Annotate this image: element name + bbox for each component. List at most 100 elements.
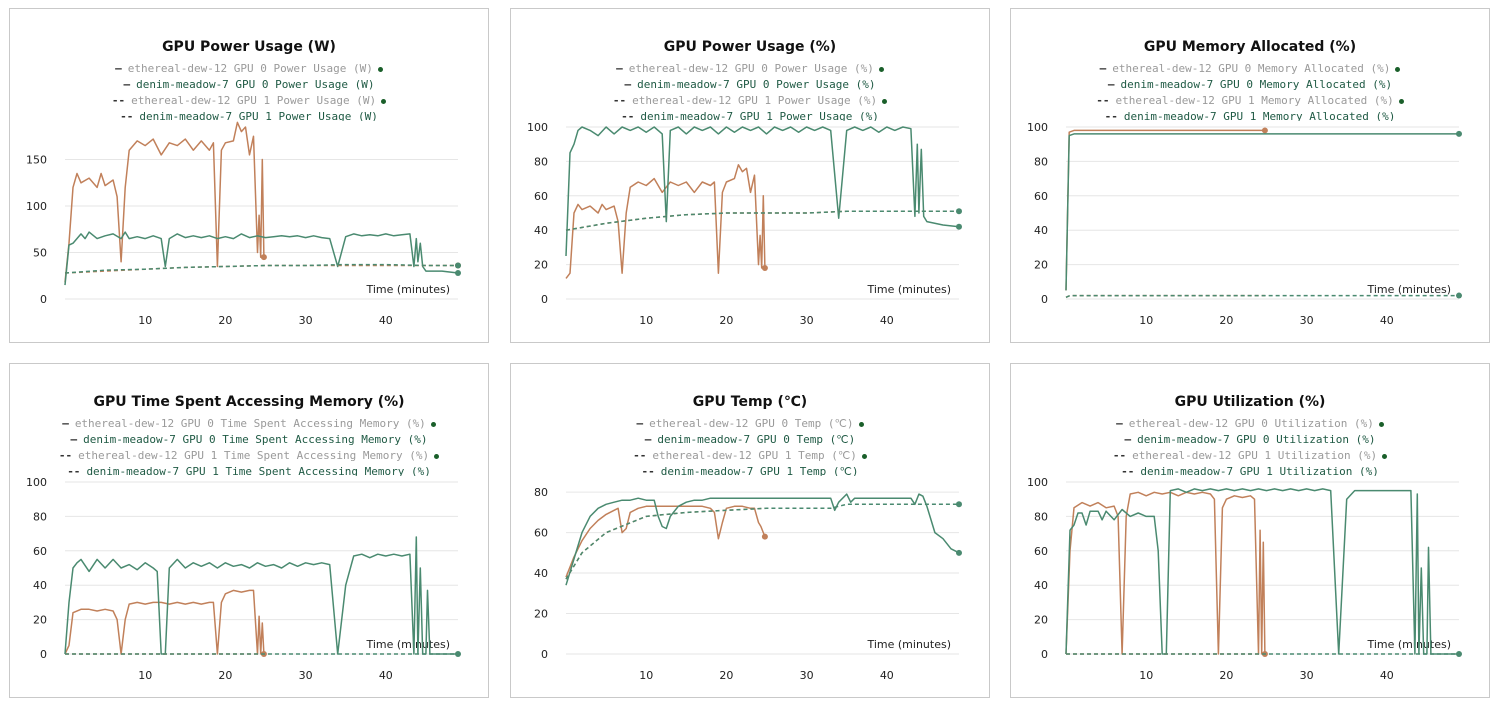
legend-label: denim-meadow-7 GPU 0 Power Usage (W) bbox=[136, 78, 375, 91]
x-axis-label: Time (minutes) bbox=[1366, 638, 1451, 651]
series-end-point bbox=[1456, 292, 1462, 299]
series-line bbox=[64, 121, 265, 283]
legend-dot-icon bbox=[381, 98, 387, 104]
legend-item[interactable]: -- ethereal-dew-12 GPU 1 Memory Allocated… bbox=[1011, 93, 1489, 109]
legend-item[interactable]: -- denim-meadow-7 GPU 1 Memory Allocated … bbox=[1011, 109, 1489, 121]
legend-dot-icon bbox=[1378, 421, 1384, 427]
series-line bbox=[64, 263, 458, 274]
legend-item[interactable]: -- denim-meadow-7 GPU 1 Power Usage (W) bbox=[10, 109, 488, 121]
series-line bbox=[1065, 129, 1265, 291]
legend-item[interactable]: — ethereal-dew-12 GPU 0 Power Usage (%) bbox=[511, 61, 989, 77]
legend-item[interactable]: -- ethereal-dew-12 GPU 1 Utilization (%) bbox=[1011, 448, 1489, 464]
legend-label: denim-meadow-7 GPU 0 Temp (℃) bbox=[657, 433, 856, 446]
chart-plot[interactable]: 0 20 40 60 80 100 10 20 30 40 Time (minutes) bbox=[10, 364, 489, 698]
legend-item[interactable]: — ethereal-dew-12 GPU 0 Time Spent Access… bbox=[10, 416, 488, 432]
legend-label: denim-meadow-7 GPU 1 Time Spent Accessin… bbox=[86, 465, 431, 476]
legend-label: ethereal-dew-12 GPU 0 Power Usage (W) bbox=[127, 62, 373, 75]
x-tick-label: 20 bbox=[1219, 314, 1233, 327]
x-axis-label: Time (minutes) bbox=[365, 638, 450, 651]
x-tick-label: 30 bbox=[1300, 669, 1314, 682]
chart-plot[interactable]: 0 20 40 60 80 100 10 20 30 40 Time (minutes) bbox=[511, 9, 990, 343]
legend-label: denim-meadow-7 GPU 0 Power Usage (%) bbox=[637, 78, 876, 91]
legend-item[interactable]: — denim-meadow-7 GPU 0 Memory Allocated (… bbox=[1011, 77, 1489, 93]
y-tick-label: 80 bbox=[534, 486, 548, 499]
y-tick-label: 40 bbox=[534, 567, 548, 580]
legend-item[interactable]: — ethereal-dew-12 GPU 0 Temp (℃) bbox=[511, 416, 989, 432]
legend-item[interactable]: -- denim-meadow-7 GPU 1 Utilization (%) bbox=[1011, 464, 1489, 476]
chart-panel-memory-access: GPU Time Spent Accessing Memory (%) — eth… bbox=[9, 363, 489, 698]
legend-label: denim-meadow-7 GPU 1 Power Usage (%) bbox=[640, 110, 879, 121]
legend-item[interactable]: -- ethereal-dew-12 GPU 1 Power Usage (W) bbox=[10, 93, 488, 109]
legend-item[interactable]: — denim-meadow-7 GPU 0 Power Usage (W) bbox=[10, 77, 488, 93]
y-tick-label: 0 bbox=[40, 293, 47, 306]
chart-title: GPU Temp (℃) bbox=[692, 394, 808, 410]
y-tick-label: 0 bbox=[1041, 648, 1048, 661]
series-line bbox=[565, 503, 959, 580]
legend-swatch: -- bbox=[67, 465, 81, 476]
x-tick-label: 40 bbox=[1380, 314, 1394, 327]
y-tick-label: 100 bbox=[26, 200, 47, 213]
legend-item[interactable]: — denim-meadow-7 GPU 0 Utilization (%) bbox=[1011, 432, 1489, 448]
y-tick-label: 20 bbox=[1034, 614, 1048, 627]
chart-legend: — ethereal-dew-12 GPU 0 Temp (℃) — denim-m… bbox=[511, 416, 989, 476]
legend-item[interactable]: -- ethereal-dew-12 GPU 1 Time Spent Acces… bbox=[10, 448, 488, 464]
legend-item[interactable]: -- ethereal-dew-12 GPU 1 Power Usage (%) bbox=[511, 93, 989, 109]
legend-label: denim-meadow-7 GPU 1 Power Usage (W) bbox=[139, 110, 378, 121]
y-tick-label: 0 bbox=[541, 293, 548, 306]
chart-panel-power-watts: GPU Power Usage (W) — ethereal-dew-12 GPU… bbox=[9, 8, 489, 343]
legend-item[interactable]: -- denim-meadow-7 GPU 1 Power Usage (%) bbox=[511, 109, 989, 121]
chart-panel-memory-allocated: GPU Memory Allocated (%) — ethereal-dew-1… bbox=[1010, 8, 1490, 343]
legend-label: denim-meadow-7 GPU 0 Time Spent Accessin… bbox=[83, 433, 428, 446]
y-tick-label: 60 bbox=[33, 545, 47, 558]
x-tick-label: 40 bbox=[379, 314, 393, 327]
legend-item[interactable]: — ethereal-dew-12 GPU 0 Power Usage (W) bbox=[10, 61, 488, 77]
legend-item[interactable]: — denim-meadow-7 GPU 0 Power Usage (%) bbox=[511, 77, 989, 93]
legend-swatch: — bbox=[624, 78, 632, 91]
legend-item[interactable]: — denim-meadow-7 GPU 0 Temp (℃) bbox=[511, 432, 989, 448]
chart-title: GPU Memory Allocated (%) bbox=[1143, 39, 1357, 55]
series-end-point bbox=[956, 549, 962, 556]
x-tick-label: 30 bbox=[800, 669, 814, 682]
y-tick-label: 40 bbox=[1034, 224, 1048, 237]
series-end-point bbox=[956, 501, 962, 508]
x-tick-label: 40 bbox=[379, 669, 393, 682]
legend-item[interactable]: — ethereal-dew-12 GPU 0 Utilization (%) bbox=[1011, 416, 1489, 432]
series-line bbox=[64, 536, 458, 655]
legend-item[interactable]: -- ethereal-dew-12 GPU 1 Temp (℃) bbox=[511, 448, 989, 464]
series-line bbox=[565, 505, 766, 578]
chart-panel-temp: GPU Temp (℃) — ethereal-dew-12 GPU 0 Temp… bbox=[510, 363, 990, 698]
legend-swatch: — bbox=[62, 417, 69, 430]
legend-dot-icon bbox=[882, 98, 888, 104]
legend-label: denim-meadow-7 GPU 1 Memory Allocated (%… bbox=[1123, 110, 1396, 121]
chart-plot[interactable]: 0 20 40 60 80 10 20 30 40 Time (minutes) bbox=[511, 364, 990, 698]
legend-dot-icon bbox=[1382, 453, 1388, 459]
legend-swatch: -- bbox=[621, 110, 635, 121]
chart-legend: — ethereal-dew-12 GPU 0 Time Spent Access… bbox=[10, 416, 488, 476]
legend-item[interactable]: -- denim-meadow-7 GPU 1 Temp (℃) bbox=[511, 464, 989, 476]
chart-title: GPU Power Usage (W) bbox=[162, 39, 336, 55]
chart-plot[interactable]: 0 20 40 60 80 100 10 20 30 40 Time (minutes) bbox=[1011, 9, 1490, 343]
series-end-point bbox=[260, 254, 267, 261]
legend-dot-icon bbox=[1398, 98, 1404, 104]
chart-plot[interactable]: 0 50 100 150 10 20 30 40 Time (minutes) bbox=[10, 9, 489, 343]
chart-plot[interactable]: 0 20 40 60 80 100 10 20 30 40 Time (minutes) bbox=[1011, 364, 1490, 698]
legend-swatch: -- bbox=[1112, 449, 1127, 462]
x-tick-label: 10 bbox=[1139, 314, 1153, 327]
legend-label: denim-meadow-7 GPU 0 Utilization (%) bbox=[1137, 433, 1376, 446]
x-tick-label: 20 bbox=[218, 669, 232, 682]
legend-swatch: — bbox=[1116, 417, 1123, 430]
series-line bbox=[64, 231, 459, 286]
x-tick-label: 10 bbox=[138, 314, 152, 327]
y-tick-label: 20 bbox=[33, 614, 47, 627]
legend-item[interactable]: — denim-meadow-7 GPU 0 Time Spent Accessi… bbox=[10, 432, 488, 448]
legend-swatch: — bbox=[1107, 78, 1115, 91]
legend-label: ethereal-dew-12 GPU 0 Utilization (%) bbox=[1128, 417, 1374, 430]
chart-legend: — ethereal-dew-12 GPU 0 Power Usage (%) —… bbox=[511, 61, 989, 121]
legend-label: denim-meadow-7 GPU 0 Memory Allocated (%… bbox=[1120, 78, 1393, 91]
x-tick-label: 10 bbox=[639, 314, 653, 327]
legend-item[interactable]: -- denim-meadow-7 GPU 1 Time Spent Access… bbox=[10, 464, 488, 476]
y-tick-label: 60 bbox=[1034, 190, 1048, 203]
legend-item[interactable]: — ethereal-dew-12 GPU 0 Memory Allocated … bbox=[1011, 61, 1489, 77]
chart-legend: — ethereal-dew-12 GPU 0 Memory Allocated … bbox=[1011, 61, 1489, 121]
y-tick-label: 0 bbox=[541, 648, 548, 661]
